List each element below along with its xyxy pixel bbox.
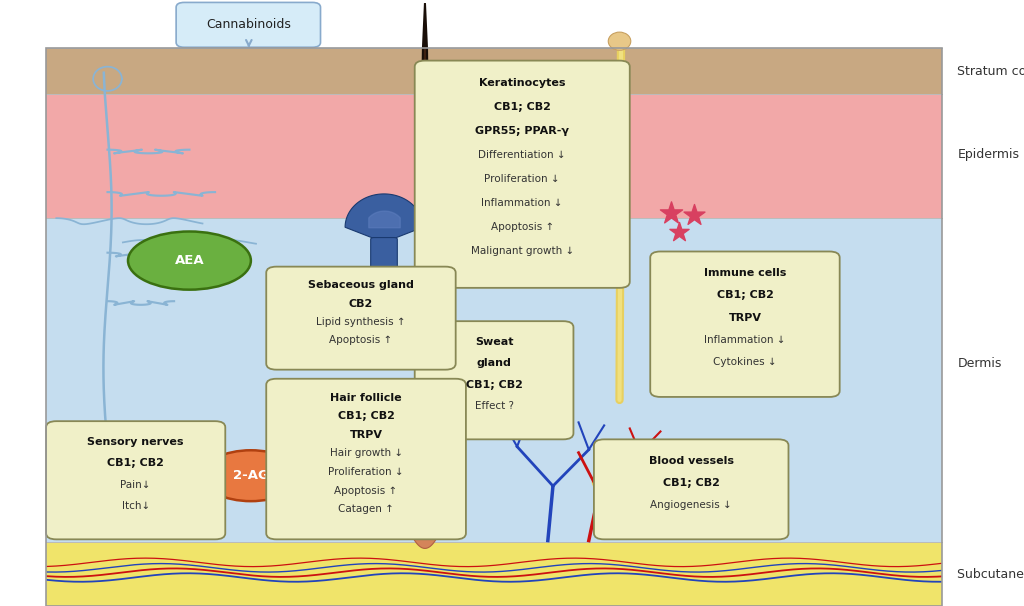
Text: Inflammation ↓: Inflammation ↓ [705,335,785,345]
Text: Inflammation ↓: Inflammation ↓ [481,198,563,208]
Text: CB1; CB2: CB1; CB2 [663,478,720,488]
FancyBboxPatch shape [266,267,456,370]
Point [663,208,679,218]
Polygon shape [401,458,449,548]
Text: Sensory nerves: Sensory nerves [87,437,184,447]
Polygon shape [345,194,423,242]
FancyBboxPatch shape [650,251,840,397]
Text: Differentiation ↓: Differentiation ↓ [478,150,566,160]
Text: Stratum corneum: Stratum corneum [957,65,1024,78]
Text: Itch↓: Itch↓ [122,501,150,511]
Ellipse shape [608,32,631,50]
Text: Proliferation ↓: Proliferation ↓ [329,467,403,477]
Text: Sweat: Sweat [475,337,513,347]
Text: CB1; CB2: CB1; CB2 [108,458,164,468]
Text: Apoptosis ↑: Apoptosis ↑ [330,335,392,345]
Text: Epidermis: Epidermis [957,148,1020,161]
Text: CB1; CB2: CB1; CB2 [717,290,773,301]
Text: Immune cells: Immune cells [703,268,786,278]
Text: Cannabinoids: Cannabinoids [206,18,291,32]
FancyBboxPatch shape [176,2,321,47]
Bar [46,94,942,218]
Text: Pain↓: Pain↓ [121,479,151,490]
Text: Apoptosis ↑: Apoptosis ↑ [490,222,554,232]
Ellipse shape [202,450,300,501]
Text: Hair growth ↓: Hair growth ↓ [330,448,402,459]
Text: CB1; CB2: CB1; CB2 [466,379,522,390]
Text: Subcutaneous tissue: Subcutaneous tissue [957,568,1024,581]
FancyBboxPatch shape [594,439,788,539]
Point [686,210,702,220]
Polygon shape [421,48,429,515]
FancyBboxPatch shape [415,321,573,439]
Text: Dermis: Dermis [957,357,1001,370]
Text: Effect ?: Effect ? [474,401,514,411]
Text: Sebaceous gland: Sebaceous gland [308,281,414,290]
Text: Keratinocytes: Keratinocytes [479,78,565,88]
Text: 2-AG: 2-AG [232,469,269,482]
Text: CB2: CB2 [349,299,373,308]
Text: Hair follicle: Hair follicle [331,393,401,403]
Ellipse shape [128,231,251,290]
Text: Apoptosis ↑: Apoptosis ↑ [335,485,397,496]
Text: Blood vessels: Blood vessels [648,456,734,466]
Text: Malignant growth ↓: Malignant growth ↓ [471,245,573,256]
Text: Lipid synthesis ↑: Lipid synthesis ↑ [316,317,406,327]
Bar [46,542,942,606]
FancyBboxPatch shape [371,238,397,268]
Text: TRPV: TRPV [349,430,383,440]
Bar [46,218,942,542]
Text: GPR55; PPAR-γ: GPR55; PPAR-γ [475,126,569,136]
Text: Cytokines ↓: Cytokines ↓ [713,357,777,367]
Polygon shape [413,3,437,527]
FancyBboxPatch shape [266,379,466,539]
Point [671,227,687,237]
Bar [46,48,942,606]
Polygon shape [424,470,436,478]
Text: CB1; CB2: CB1; CB2 [494,102,551,112]
FancyBboxPatch shape [415,61,630,288]
Text: AEA: AEA [175,254,204,267]
Text: TRPV: TRPV [728,313,762,322]
Text: Catagen ↑: Catagen ↑ [338,504,394,514]
Text: CB1; CB2: CB1; CB2 [338,411,394,421]
Bar [46,48,942,94]
Text: Angiogenesis ↓: Angiogenesis ↓ [650,500,732,510]
FancyBboxPatch shape [46,421,225,539]
Text: Proliferation ↓: Proliferation ↓ [484,174,560,184]
Text: gland: gland [476,358,512,368]
